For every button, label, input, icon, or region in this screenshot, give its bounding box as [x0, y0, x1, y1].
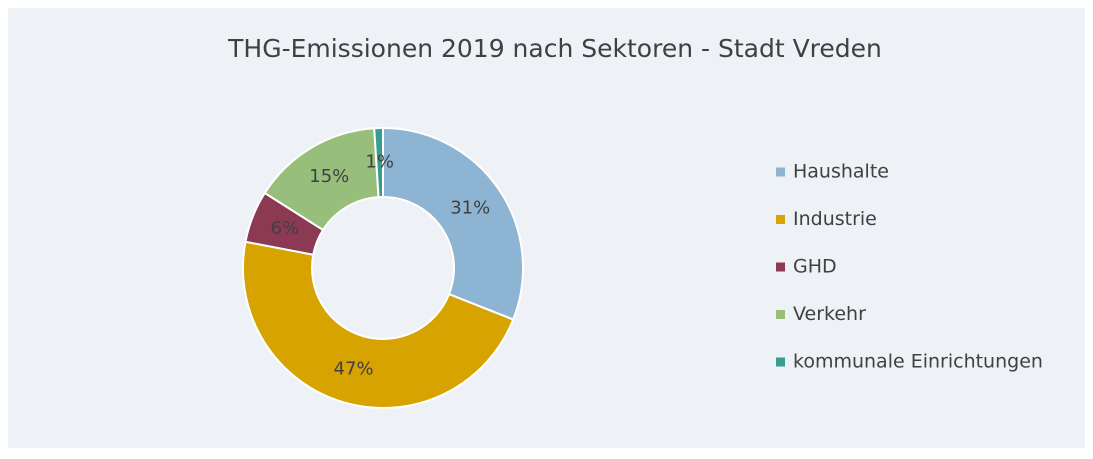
data-label: 31%	[450, 198, 490, 219]
legend-swatch	[776, 357, 785, 367]
data-label: 47%	[334, 358, 374, 379]
legend-label: Industrie	[793, 208, 877, 230]
donut-slice	[242, 240, 515, 409]
legend-swatch	[776, 310, 785, 319]
chart-background	[8, 8, 1085, 448]
legend-swatch	[776, 262, 785, 272]
donut-slice	[373, 126, 384, 199]
legend-swatch	[776, 167, 785, 177]
legend-swatch	[776, 215, 785, 224]
legend-label: Haushalte	[793, 161, 889, 183]
data-label: 15%	[309, 166, 349, 187]
legend-label: GHD	[793, 256, 837, 278]
donut-slice	[382, 126, 524, 321]
data-label: 6%	[271, 218, 300, 239]
legend-label: kommunale Einrichtungen	[793, 351, 1043, 373]
chart-title: THG-Emissionen 2019 nach Sektoren - Stad…	[227, 34, 882, 63]
data-label: 1%	[365, 152, 394, 173]
legend-label: Verkehr	[793, 303, 866, 325]
